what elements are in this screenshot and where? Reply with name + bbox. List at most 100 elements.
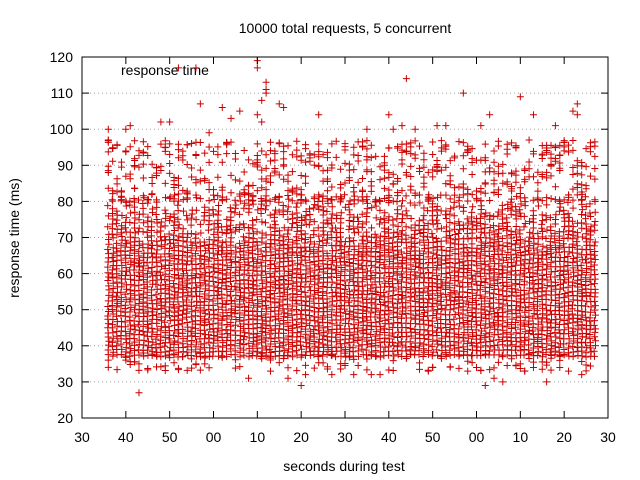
data-point [144,338,152,346]
data-point [337,165,345,173]
data-point [104,245,112,253]
data-point [324,199,332,207]
data-point [507,206,515,214]
data-point [200,322,208,330]
data-point [438,280,446,288]
data-point [201,290,209,298]
data-point [368,204,376,212]
data-point [213,291,221,299]
data-point [425,330,433,338]
data-point [328,140,336,148]
data-point [468,171,476,179]
data-point [236,239,244,247]
data-point [503,287,511,295]
data-point [512,329,520,337]
data-point [210,282,218,290]
data-point [271,221,279,229]
data-point [236,177,244,185]
data-point [381,209,389,217]
data-point [104,148,112,156]
data-point [336,254,344,262]
data-point [372,269,380,277]
data-point [486,338,494,346]
data-point [183,212,191,220]
data-point [231,364,239,372]
data-point [345,353,353,361]
data-point [196,366,204,374]
data-point [117,196,125,204]
data-point [310,364,318,372]
data-point [555,245,563,253]
data-point [350,192,358,200]
data-point [367,275,375,283]
data-point [437,137,445,145]
data-point [420,320,428,328]
data-point [341,159,349,167]
data-point [512,203,520,211]
data-point [398,122,406,130]
data-point [485,262,493,270]
data-point [538,280,546,288]
data-point [459,191,467,199]
data-point [315,205,323,213]
data-point [170,279,178,287]
data-point [228,313,236,321]
data-point [157,140,165,148]
data-point [311,201,319,209]
data-point [165,262,173,270]
data-point [394,222,402,230]
data-point [407,182,415,190]
data-point [499,266,507,274]
data-point [393,198,401,206]
data-point [179,225,187,233]
data-point [293,300,301,308]
data-point [429,138,437,146]
data-point [534,229,542,237]
data-point [126,122,134,130]
data-point [306,243,314,251]
data-point [490,213,498,221]
data-point [165,230,173,238]
data-point [226,269,234,277]
data-point [143,228,151,236]
data-point [148,308,156,316]
data-point [231,310,239,318]
data-point [170,359,178,367]
data-point [490,336,498,344]
data-point [350,229,358,237]
data-point [122,125,130,133]
data-point [253,352,261,360]
data-point [267,231,275,239]
data-point [165,347,173,355]
data-point [319,192,327,200]
data-point [319,236,327,244]
data-point [591,152,599,160]
data-point [253,259,261,267]
data-point [389,216,397,224]
data-point [157,218,165,226]
data-point [564,198,572,206]
data-point [529,358,537,366]
data-point [121,301,129,309]
data-point [432,234,440,242]
data-point [315,294,323,302]
data-point [582,317,590,325]
data-point [310,272,318,280]
data-point [355,319,363,327]
data-point [542,234,550,242]
data-point [363,145,371,153]
data-point [529,300,537,308]
data-point [494,233,502,241]
data-point [402,192,410,200]
data-point [543,276,551,284]
data-point [144,195,152,203]
data-point [499,353,507,361]
data-point [162,210,170,218]
data-point [165,335,173,343]
data-point [456,282,464,290]
data-point [201,203,209,211]
data-point [170,177,178,185]
data-point [407,143,415,151]
data-point [152,311,160,319]
data-point [586,292,594,300]
